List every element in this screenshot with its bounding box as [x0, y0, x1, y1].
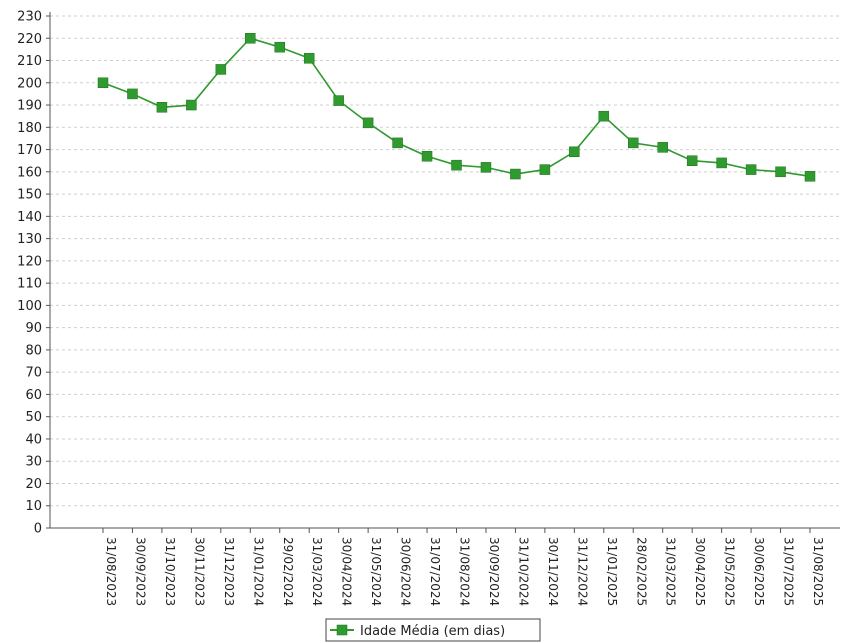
x-tick-label: 31/05/2024: [369, 537, 383, 606]
legend: Idade Média (em dias): [325, 618, 541, 642]
y-tick-label: 180: [17, 121, 42, 136]
data-point: [97, 77, 109, 89]
x-tick-label: 28/02/2025: [634, 537, 648, 606]
x-tick-label: 31/08/2025: [811, 537, 825, 606]
data-point: [480, 162, 492, 173]
x-axis-ticks: 31/08/2023 30/09/2023 31/10/2023 30/11/2023…: [102, 528, 825, 606]
x-tick-label: 30/04/2024: [340, 537, 354, 606]
series-idade-media: [97, 33, 816, 182]
y-tick-label: 30: [25, 455, 42, 470]
data-point: [156, 102, 168, 113]
data-point: [215, 64, 227, 75]
data-point: [569, 146, 580, 158]
data-point: [775, 166, 786, 178]
x-tick-label: 31/07/2025: [782, 537, 796, 606]
axes: [49, 12, 840, 529]
x-tick-label: 31/08/2023: [104, 537, 118, 606]
y-tick-label: 190: [17, 99, 42, 114]
x-tick-label: 31/03/2024: [310, 537, 324, 606]
data-point: [392, 137, 403, 149]
legend-box: [325, 618, 541, 642]
y-tick-label: 0: [34, 522, 42, 537]
data-point: [127, 88, 138, 100]
y-tick-label: 210: [17, 54, 42, 69]
legend-marker: [336, 624, 348, 636]
data-point: [804, 171, 816, 182]
y-tick-label: 80: [25, 343, 42, 358]
y-axis-ticks: 0 10 20 30 40 50 60 70 80 90 100 110 120 130 140 150 160…: [17, 10, 50, 537]
y-tick-label: 170: [17, 143, 42, 158]
x-tick-label: 30/11/2024: [546, 537, 560, 606]
x-tick-label: 31/10/2024: [516, 537, 530, 606]
x-tick-label: 30/09/2023: [133, 537, 147, 606]
y-tick-label: 220: [17, 32, 42, 47]
data-point: [745, 164, 757, 175]
x-tick-label: 30/11/2023: [192, 537, 206, 606]
data-point: [539, 164, 551, 175]
x-tick-label: 31/12/2023: [222, 537, 236, 606]
data-point: [510, 168, 521, 180]
y-tick-label: 130: [17, 232, 42, 247]
data-point: [186, 99, 197, 111]
x-tick-label: 30/04/2025: [693, 537, 707, 606]
data-point: [303, 53, 315, 64]
y-tick-label: 10: [25, 499, 42, 514]
x-tick-label: 31/08/2024: [458, 537, 472, 606]
y-tick-label: 70: [25, 366, 42, 381]
data-point: [686, 155, 698, 166]
y-tick-label: 110: [17, 277, 42, 292]
series-line: [102, 37, 811, 178]
data-point: [716, 157, 727, 169]
x-tick-label: 29/02/2024: [281, 537, 295, 606]
x-tick-label: 31/01/2024: [251, 537, 265, 606]
x-tick-label: 31/10/2023: [163, 537, 177, 606]
x-tick-label: 31/05/2025: [723, 537, 737, 606]
data-point: [628, 137, 639, 149]
data-point: [451, 159, 462, 171]
data-point: [362, 117, 374, 129]
data-point: [598, 110, 610, 122]
y-tick-label: 150: [17, 188, 42, 203]
y-tick-label: 100: [17, 299, 42, 314]
x-tick-label: 30/06/2025: [752, 537, 766, 606]
data-point: [421, 150, 433, 162]
y-tick-label: 140: [17, 210, 42, 225]
x-tick-label: 31/03/2025: [664, 537, 678, 606]
y-tick-label: 120: [17, 254, 42, 269]
grid-lines: [50, 15, 840, 507]
y-tick-label: 200: [17, 76, 42, 91]
data-point: [274, 41, 285, 53]
legend-label: Idade Média (em dias): [360, 624, 505, 639]
x-tick-label: 30/09/2024: [487, 537, 501, 606]
y-tick-label: 90: [25, 321, 42, 336]
y-tick-label: 50: [25, 410, 42, 425]
y-tick-label: 160: [17, 165, 42, 180]
x-tick-label: 31/07/2024: [428, 537, 442, 606]
y-tick-label: 60: [25, 388, 42, 403]
data-point: [657, 142, 668, 153]
y-tick-label: 230: [17, 10, 42, 25]
y-tick-label: 40: [25, 432, 42, 447]
x-tick-label: 31/01/2025: [605, 537, 619, 606]
x-tick-label: 30/06/2024: [399, 537, 413, 606]
x-tick-label: 31/12/2024: [575, 537, 589, 606]
data-point: [245, 33, 256, 44]
y-tick-label: 20: [25, 477, 42, 492]
data-point: [333, 95, 344, 106]
